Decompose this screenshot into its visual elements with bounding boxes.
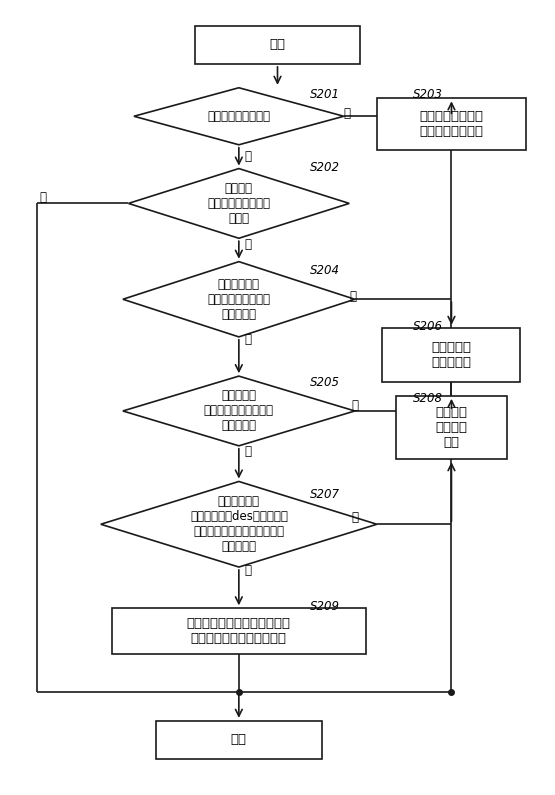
Text: 卡屏分别使用
同一密钥进行des运算并比较
运算结果是否一致来验证智能
卡是否合法: 卡屏分别使用 同一密钥进行des运算并比较 运算结果是否一致来验证智能 卡是否合… xyxy=(190,495,288,553)
Text: S209: S209 xyxy=(310,600,340,613)
Text: 判断屏端是否
进入工厂模式或已弹
出工厂菜单: 判断屏端是否 进入工厂模式或已弹 出工厂菜单 xyxy=(208,277,270,320)
Text: S207: S207 xyxy=(310,487,340,501)
Text: S203: S203 xyxy=(413,87,443,101)
Text: 否: 否 xyxy=(351,399,359,412)
FancyBboxPatch shape xyxy=(112,608,366,654)
Text: 将卡状态
设置为非
法卡: 将卡状态 设置为非 法卡 xyxy=(436,406,467,449)
Text: S202: S202 xyxy=(310,161,340,174)
Text: 是: 是 xyxy=(39,191,46,204)
Text: S201: S201 xyxy=(310,88,340,102)
Text: 给智能卡
上电，验证卡状态是
否合法: 给智能卡 上电，验证卡状态是 否合法 xyxy=(208,182,270,225)
Text: 将卡状态设置为合法卡，屏端
发送开机交互数据给智能卡: 将卡状态设置为合法卡，屏端 发送开机交互数据给智能卡 xyxy=(187,617,291,646)
Text: 是: 是 xyxy=(245,564,252,577)
Text: 否: 否 xyxy=(351,511,359,525)
Text: S205: S205 xyxy=(310,376,340,389)
Text: S208: S208 xyxy=(413,392,443,405)
FancyBboxPatch shape xyxy=(382,328,521,382)
Text: 否: 否 xyxy=(350,289,357,303)
Text: 结束: 结束 xyxy=(231,733,247,747)
Text: 是: 是 xyxy=(245,333,252,346)
Text: 给智能卡下电，将
卡状态设置为无卡: 给智能卡下电，将 卡状态设置为无卡 xyxy=(420,111,483,138)
FancyBboxPatch shape xyxy=(377,99,526,150)
Text: 是: 是 xyxy=(245,150,252,163)
Text: 是: 是 xyxy=(245,445,252,458)
Text: 否: 否 xyxy=(343,107,350,120)
Text: S206: S206 xyxy=(413,320,443,332)
Text: 开始: 开始 xyxy=(270,38,285,52)
Text: 将卡状态设
置为测试卡: 将卡状态设 置为测试卡 xyxy=(431,341,471,369)
Polygon shape xyxy=(101,482,377,567)
Polygon shape xyxy=(134,87,344,145)
Text: 判断智能卡是否插入: 判断智能卡是否插入 xyxy=(208,110,270,122)
FancyBboxPatch shape xyxy=(156,721,322,758)
Text: 屏端与智能
卡进行握手，并判断握
手是否成功: 屏端与智能 卡进行握手，并判断握 手是否成功 xyxy=(204,390,274,432)
Polygon shape xyxy=(128,169,349,238)
FancyBboxPatch shape xyxy=(195,26,360,64)
Polygon shape xyxy=(123,262,355,337)
Polygon shape xyxy=(123,376,355,446)
Text: 否: 否 xyxy=(245,238,252,251)
FancyBboxPatch shape xyxy=(396,396,507,460)
Text: S204: S204 xyxy=(310,264,340,277)
